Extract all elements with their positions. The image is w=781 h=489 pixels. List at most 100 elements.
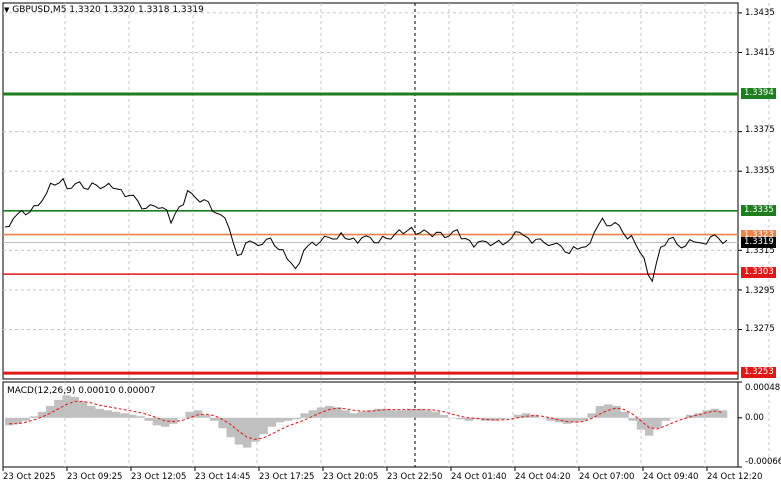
macd-histogram-bar	[489, 417, 498, 421]
macd-histogram-bar	[366, 410, 375, 418]
macd-pane-frame	[2, 381, 739, 468]
macd-histogram-bar	[62, 395, 71, 418]
macd-histogram-bar	[382, 408, 391, 418]
macd-histogram-bar	[169, 417, 178, 424]
macd-histogram-bar	[538, 417, 547, 419]
macd-histogram-bar	[111, 411, 121, 418]
macd-histogram-bar	[702, 410, 711, 418]
macd-histogram-bar	[439, 414, 449, 418]
macd-histogram-bar	[357, 411, 367, 418]
price-tick: 1.3295	[745, 286, 775, 296]
macd-tick: 0.00	[745, 413, 764, 423]
time-tick: 23 Oct 2025	[3, 472, 56, 482]
macd-histogram-bar	[242, 417, 252, 448]
price-tick: 1.3375	[745, 125, 775, 135]
level-tag-1.3323: 1.3323	[741, 230, 776, 241]
macd-histogram-bar	[226, 417, 235, 438]
price-tick: 1.3415	[745, 48, 775, 58]
macd-histogram-bar	[390, 410, 400, 418]
macd-histogram-bar	[554, 417, 564, 423]
macd-histogram-bar	[267, 417, 276, 427]
macd-histogram-bar	[423, 410, 432, 418]
macd-histogram-bar	[661, 417, 670, 421]
macd-histogram-bar	[587, 413, 596, 418]
time-tick: 23 Oct 14:45	[195, 472, 251, 482]
macd-histogram-bar	[603, 404, 613, 418]
macd-histogram-bar	[300, 413, 309, 418]
macd-histogram-bar	[710, 408, 720, 418]
macd-histogram-bar	[718, 410, 728, 418]
level-tag-1.3335: 1.3335	[741, 205, 776, 216]
macd-histogram-bar	[177, 417, 186, 419]
macd-histogram-bar	[497, 417, 506, 420]
level-tag-1.3394: 1.3394	[741, 88, 776, 99]
macd-histogram-bar	[636, 417, 646, 430]
macd-tick: 0.00048	[745, 383, 781, 393]
level-tag-1.3253: 1.3253	[741, 367, 776, 378]
macd-histogram-bar	[521, 413, 531, 418]
time-tick: 23 Oct 17:25	[259, 472, 315, 482]
macd-histogram-bar	[464, 417, 473, 421]
macd-histogram-bar	[341, 410, 350, 418]
macd-histogram-bar	[13, 417, 22, 424]
macd-histogram-bar	[333, 407, 342, 418]
macd-histogram-bar	[201, 414, 211, 418]
main-pane-frame	[2, 2, 739, 380]
macd-histogram-bar	[70, 396, 80, 418]
macd-tick: -0.00066	[745, 457, 781, 467]
triangle-down-icon[interactable]: ▼	[4, 6, 10, 14]
macd-histogram-bar	[46, 405, 55, 418]
macd-histogram-bar	[193, 410, 203, 418]
chart-header[interactable]: ▼ GBPUSD,M5 1.3320 1.3320 1.3318 1.3319	[4, 5, 204, 16]
macd-histogram-bar	[349, 413, 359, 418]
macd-histogram-bar	[119, 413, 129, 418]
macd-histogram-bar	[29, 416, 39, 418]
macd-histogram-bar	[686, 414, 695, 418]
macd-histogram-bar	[78, 401, 88, 418]
macd-histogram-bar	[21, 417, 30, 421]
macd-histogram-bar	[103, 410, 112, 418]
macd-histogram-bar	[152, 417, 162, 426]
macd-histogram-bar	[513, 414, 523, 418]
macd-histogram-bar	[37, 411, 47, 418]
macd-histogram-bar	[480, 417, 490, 421]
macd-histogram-bar	[136, 416, 145, 418]
macd-histogram-bar	[571, 417, 580, 423]
macd-histogram-bar	[628, 417, 637, 421]
macd-histogram-bar	[546, 417, 555, 421]
macd-histogram-bar	[694, 413, 703, 418]
macd-histogram-bar	[251, 417, 260, 442]
time-tick: 23 Oct 12:05	[131, 472, 187, 482]
time-tick: 23 Oct 20:05	[323, 472, 379, 482]
level-tag-1.3303: 1.3303	[741, 267, 776, 278]
macd-signal-line	[9, 400, 723, 440]
macd-histogram-bar	[259, 417, 268, 435]
macd-histogram-bar	[669, 417, 679, 419]
macd-histogram-bar	[128, 414, 137, 418]
macd-histogram-bar	[185, 411, 194, 418]
macd-histogram-bar	[325, 405, 334, 418]
macd-histogram-bar	[95, 408, 104, 418]
price-series-line	[4, 177, 728, 283]
macd-histogram-bar	[448, 417, 457, 419]
macd-histogram-bar	[275, 417, 285, 423]
macd-histogram-bar	[160, 417, 170, 427]
macd-histogram-bar	[210, 417, 219, 421]
macd-histogram-bar	[292, 417, 301, 420]
macd-histogram-bar	[144, 417, 153, 421]
macd-histogram-bar	[398, 410, 408, 418]
price-tick: 1.3435	[745, 8, 775, 18]
macd-histogram-bar	[308, 410, 318, 418]
macd-histogram-bar	[612, 405, 621, 418]
time-tick: 24 Oct 07:00	[579, 472, 635, 482]
macd-histogram-bar	[530, 414, 539, 418]
macd-histogram-bar	[645, 417, 654, 436]
price-tick: 1.3315	[745, 246, 775, 256]
macd-histogram-bar	[87, 405, 96, 418]
macd-histogram-bar	[579, 417, 588, 421]
macd-histogram-bar	[407, 408, 416, 418]
macd-histogram-bar	[5, 417, 14, 426]
time-tick: 24 Oct 09:40	[643, 472, 699, 482]
current-price-tag: 1.3319	[741, 237, 776, 248]
